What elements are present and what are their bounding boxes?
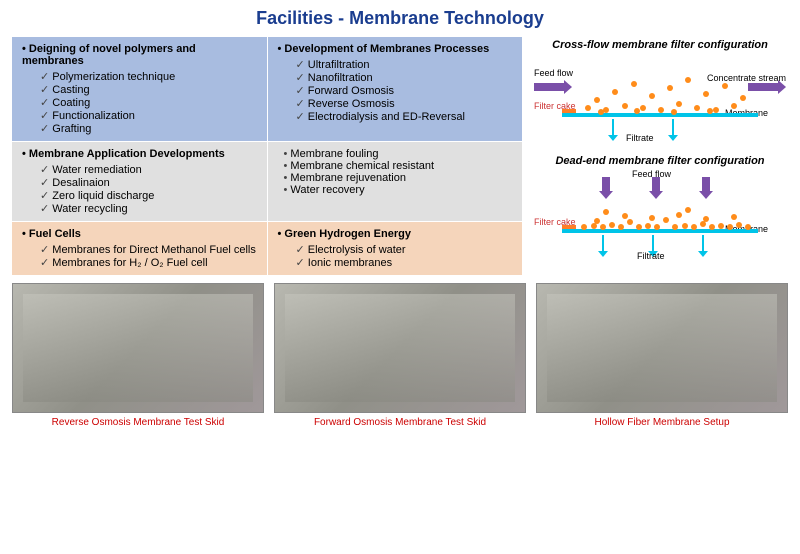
diagram-title-crossflow: Cross-flow membrane filter configuration — [532, 39, 788, 51]
particles — [576, 73, 758, 113]
cell-hydrogen: Green Hydrogen Energy Electrolysis of wa… — [268, 222, 523, 275]
photo-caption: Forward Osmosis Membrane Test Skid — [274, 417, 526, 428]
deadend-diagram: Feed flow Filter cake Membrane — [532, 169, 788, 269]
top-section: Deigning of novel polymers and membranes… — [0, 37, 800, 275]
arrow-filtrate-icon — [612, 119, 614, 135]
cell-processes: Development of Membranes Processes Ultra… — [268, 37, 523, 141]
list-item: Water remediation — [40, 163, 257, 176]
arrow-filtrate-icon — [672, 119, 674, 135]
list-item: Forward Osmosis — [296, 84, 513, 97]
list-item: Water recovery — [284, 184, 513, 196]
list-item: Reverse Osmosis — [296, 97, 513, 110]
cell-header: Deigning of novel polymers and membranes — [22, 43, 257, 67]
list-item: Membranes for H₂ / O₂ Fuel cell — [40, 256, 257, 269]
list-item: Polymerization technique — [40, 70, 257, 83]
photo-caption: Hollow Fiber Membrane Setup — [536, 417, 788, 428]
list-item: Grafting — [40, 122, 257, 135]
list-item: Membrane chemical resistant — [284, 160, 513, 172]
label-feed: Feed flow — [534, 68, 573, 78]
list-item: Electrodialysis and ED-Reversal — [296, 110, 513, 123]
capability-grid: Deigning of novel polymers and membranes… — [12, 37, 522, 275]
list-item: Casting — [40, 83, 257, 96]
cell-fuel-cells: Fuel Cells Membranes for Direct Methanol… — [12, 222, 267, 275]
particles — [576, 189, 758, 229]
list-item: Water recycling — [40, 202, 257, 215]
cell-applications: Membrane Application Developments Water … — [12, 142, 267, 221]
photo-caption: Reverse Osmosis Membrane Test Skid — [12, 417, 264, 428]
equipment-photo — [274, 283, 526, 413]
cell-list: Membrane fouling Membrane chemical resis… — [278, 148, 513, 196]
photo-section: Reverse Osmosis Membrane Test Skid Forwa… — [0, 275, 800, 428]
arrow-feed-icon — [534, 83, 564, 91]
list-item: Desalinaion — [40, 176, 257, 189]
membrane-line — [562, 113, 758, 117]
list-item: Zero liquid discharge — [40, 189, 257, 202]
photo-forward-osmosis: Forward Osmosis Membrane Test Skid — [274, 283, 526, 428]
list-item: Coating — [40, 96, 257, 109]
cell-list: Polymerization technique Casting Coating… — [22, 70, 257, 135]
label-filtrate: Filtrate — [637, 251, 665, 261]
list-item: Membrane fouling — [284, 148, 513, 160]
label-filtrate: Filtrate — [626, 133, 654, 143]
list-item: Ultrafiltration — [296, 58, 513, 71]
page-title: Facilities - Membrane Technology — [0, 0, 800, 37]
arrow-filtrate-icon — [652, 235, 654, 251]
list-item: Membrane rejuvenation — [284, 172, 513, 184]
cell-research: Membrane fouling Membrane chemical resis… — [268, 142, 523, 221]
cell-list: Membranes for Direct Methanol Fuel cells… — [22, 243, 257, 269]
cell-polymers: Deigning of novel polymers and membranes… — [12, 37, 267, 141]
cell-list: Water remediation Desalinaion Zero liqui… — [22, 163, 257, 215]
list-item: Electrolysis of water — [296, 243, 513, 256]
list-item: Ionic membranes — [296, 256, 513, 269]
diagram-area: Cross-flow membrane filter configuration… — [532, 37, 788, 275]
list-item: Functionalization — [40, 109, 257, 122]
cell-header: Development of Membranes Processes — [278, 43, 513, 55]
cell-list: Electrolysis of water Ionic membranes — [278, 243, 513, 269]
equipment-photo — [12, 283, 264, 413]
equipment-photo — [536, 283, 788, 413]
list-item: Membranes for Direct Methanol Fuel cells — [40, 243, 257, 256]
crossflow-diagram: Feed flow Filter cake Concentrate stream… — [532, 53, 788, 153]
diagram-title-deadend: Dead-end membrane filter configuration — [532, 155, 788, 167]
cell-list: Ultrafiltration Nanofiltration Forward O… — [278, 58, 513, 123]
arrow-filtrate-icon — [602, 235, 604, 251]
cell-header: Fuel Cells — [22, 228, 257, 240]
cell-header: Membrane Application Developments — [22, 148, 257, 160]
arrow-filtrate-icon — [702, 235, 704, 251]
photo-hollow-fiber: Hollow Fiber Membrane Setup — [536, 283, 788, 428]
list-item: Nanofiltration — [296, 71, 513, 84]
photo-reverse-osmosis: Reverse Osmosis Membrane Test Skid — [12, 283, 264, 428]
cell-header: Green Hydrogen Energy — [278, 228, 513, 240]
